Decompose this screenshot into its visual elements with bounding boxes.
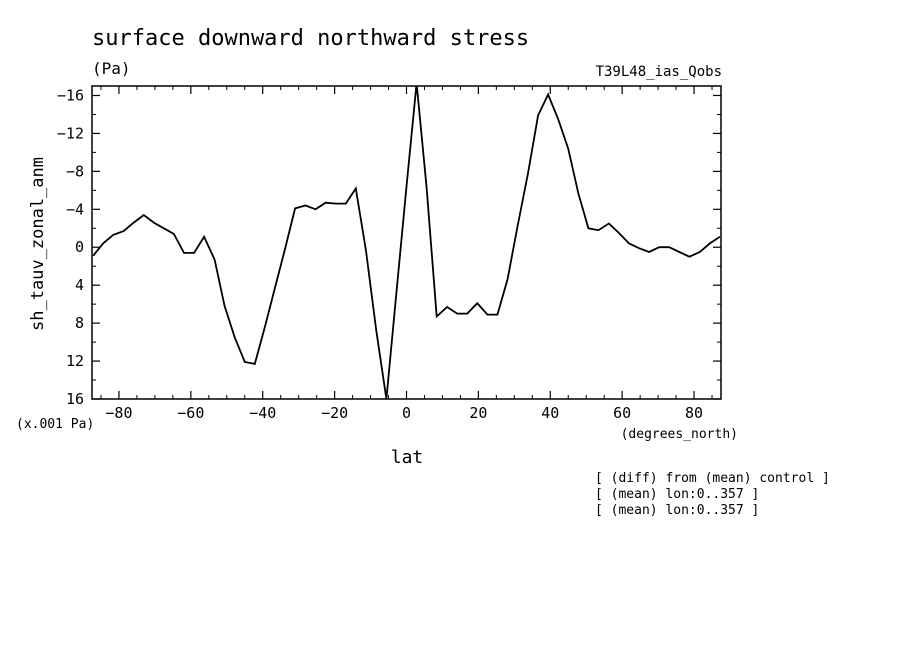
experiment-label: T39L48_ias_Qobs xyxy=(596,64,722,80)
x-tick-label: 60 xyxy=(613,404,631,422)
x-tick-label: −20 xyxy=(321,404,348,422)
x-unit-label: (degrees_north) xyxy=(621,427,738,442)
chart-title: surface downward northward stress xyxy=(92,26,529,51)
y-tick-label: −4 xyxy=(66,200,84,218)
y-axis-label-group: sh_tauv_zonal_anm xyxy=(28,157,48,331)
units-label: (Pa) xyxy=(92,59,131,78)
y-scale-note: (x.001 Pa) xyxy=(16,417,94,432)
plot-frame xyxy=(91,85,722,400)
y-tick-label: 16 xyxy=(66,390,84,408)
y-axis-label: sh_tauv_zonal_anm xyxy=(28,157,48,331)
y-tick-label: 12 xyxy=(66,352,84,370)
x-tick-label: −60 xyxy=(177,404,204,422)
axis-ticks xyxy=(92,86,721,400)
y-tick-label: −12 xyxy=(57,124,84,142)
series-group xyxy=(92,86,721,399)
x-tick-label: 40 xyxy=(541,404,559,422)
note-line-2: [ (mean) lon:0..357 ] xyxy=(595,487,759,502)
series-line xyxy=(92,86,721,399)
x-tick-label: 0 xyxy=(402,404,411,422)
y-tick-label: −8 xyxy=(66,162,84,180)
note-line-1: [ (diff) from (mean) control ] xyxy=(595,471,830,486)
x-tick-label: −40 xyxy=(249,404,276,422)
y-tick-label: 8 xyxy=(75,314,84,332)
x-tick-label: −80 xyxy=(105,404,132,422)
y-tick-label: 4 xyxy=(75,276,84,294)
note-line-3: [ (mean) lon:0..357 ] xyxy=(595,503,759,518)
y-tick-label: 0 xyxy=(75,238,84,256)
x-tick-label: 20 xyxy=(469,404,487,422)
x-tick-label: 80 xyxy=(685,404,703,422)
y-tick-label: −16 xyxy=(57,86,84,104)
x-axis-label: lat xyxy=(391,447,424,468)
